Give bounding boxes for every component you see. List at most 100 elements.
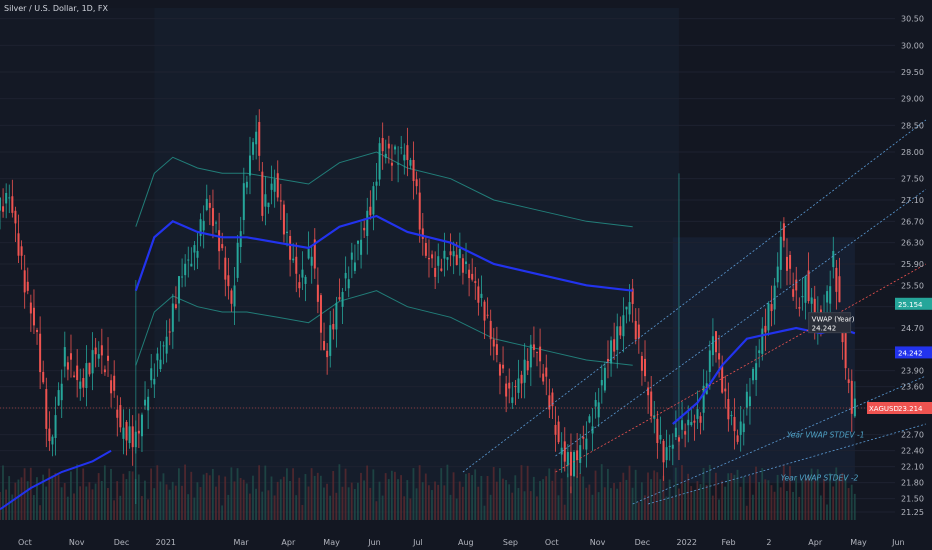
candle-body [826,291,829,303]
volume-bar [653,470,656,520]
candle-body [625,306,628,310]
candle-body [403,154,406,161]
y-tick-label: 29.50 [901,68,924,77]
candle-body [350,252,353,260]
candle-body [551,392,554,407]
candle-body [748,396,751,407]
candle-body [313,239,316,269]
candle-body [452,251,455,257]
volume-bar [610,488,612,520]
candle-body [150,368,153,381]
volume-bar [536,496,538,520]
volume-bar [483,505,486,520]
candle-body [258,122,261,156]
volume-bar [529,491,532,520]
volume-bar [286,468,288,520]
volume-bar [403,496,406,520]
volume-bar [579,472,582,520]
candle-body [335,302,338,330]
candle-body [88,362,91,375]
candle-body [798,307,801,309]
candle-body [708,350,711,372]
volume-bar [103,465,106,520]
candle-body [718,353,721,360]
candle-body [785,256,788,271]
volume-bar [443,485,446,520]
candle-body [60,383,63,401]
candle-body [23,270,26,293]
y-tick-label: 26.70 [901,217,924,226]
x-tick-label: 2021 [156,538,176,547]
candle-body [378,143,381,180]
volume-bar [174,485,177,520]
volume-bar [532,476,535,520]
volume-bar [770,485,773,520]
x-tick-label: Apr [281,538,296,547]
volume-bar [208,475,211,520]
volume-bar [801,480,804,520]
volume-bar [32,495,35,520]
volume-bar [23,468,26,520]
volume-bar [591,494,594,520]
volume-bar [144,480,146,520]
candle-body [211,208,214,226]
candle-body [295,256,298,274]
channel-line [555,189,927,457]
volume-bar [718,499,720,520]
volume-bar [573,467,575,520]
candle-body [409,159,412,166]
volume-bar [137,474,140,520]
volume-bar [526,465,529,520]
candle-body [36,329,39,333]
volume-bar [785,490,788,520]
volume-bar [644,495,646,520]
candle-body [323,341,326,351]
candle-body [585,438,588,450]
candle-body [224,257,227,280]
x-tick-label: Oct [18,538,32,547]
volume-bar [329,495,332,520]
candle-body [659,434,662,440]
stdev-1-label: Year VWAP STDEV -1 [787,431,865,440]
volume-bar [841,472,844,520]
candle-body [449,251,452,256]
volume-bar [128,471,131,520]
candle-body [498,364,501,376]
volume-bar [42,474,45,520]
candle-body [542,373,545,382]
shaded-zone [672,237,855,483]
y-tick-label: 21.50 [901,495,924,504]
candle-body [375,181,378,186]
volume-bar [594,470,597,520]
candle-body [329,325,332,356]
candle-body [434,267,437,277]
candle-body [511,397,514,403]
volume-bar [767,480,770,520]
candle-body [85,363,88,389]
candle-body [684,431,687,435]
volume-bar [119,495,122,520]
volume-bar [585,487,588,520]
volume-bar [116,481,119,520]
volume-bar [242,479,245,520]
candle-body [227,275,230,287]
volume-bar [588,484,591,520]
volume-bar [434,481,436,520]
volume-bar [187,494,190,520]
candle-body [14,210,17,224]
volume-bar [696,481,699,520]
volume-bar [171,481,174,520]
volume-bar [681,465,683,520]
volume-bar [850,484,853,520]
y-tick-label: 22.10 [901,463,924,472]
x-tick-label: Jun [891,538,905,547]
candle-body [770,304,773,312]
volume-bar [634,469,637,520]
channel-line [647,423,926,505]
candle-body [363,227,366,231]
candle-body [116,409,119,418]
volume-bar [458,481,461,520]
channel-line [632,375,927,505]
candle-body [517,378,520,393]
